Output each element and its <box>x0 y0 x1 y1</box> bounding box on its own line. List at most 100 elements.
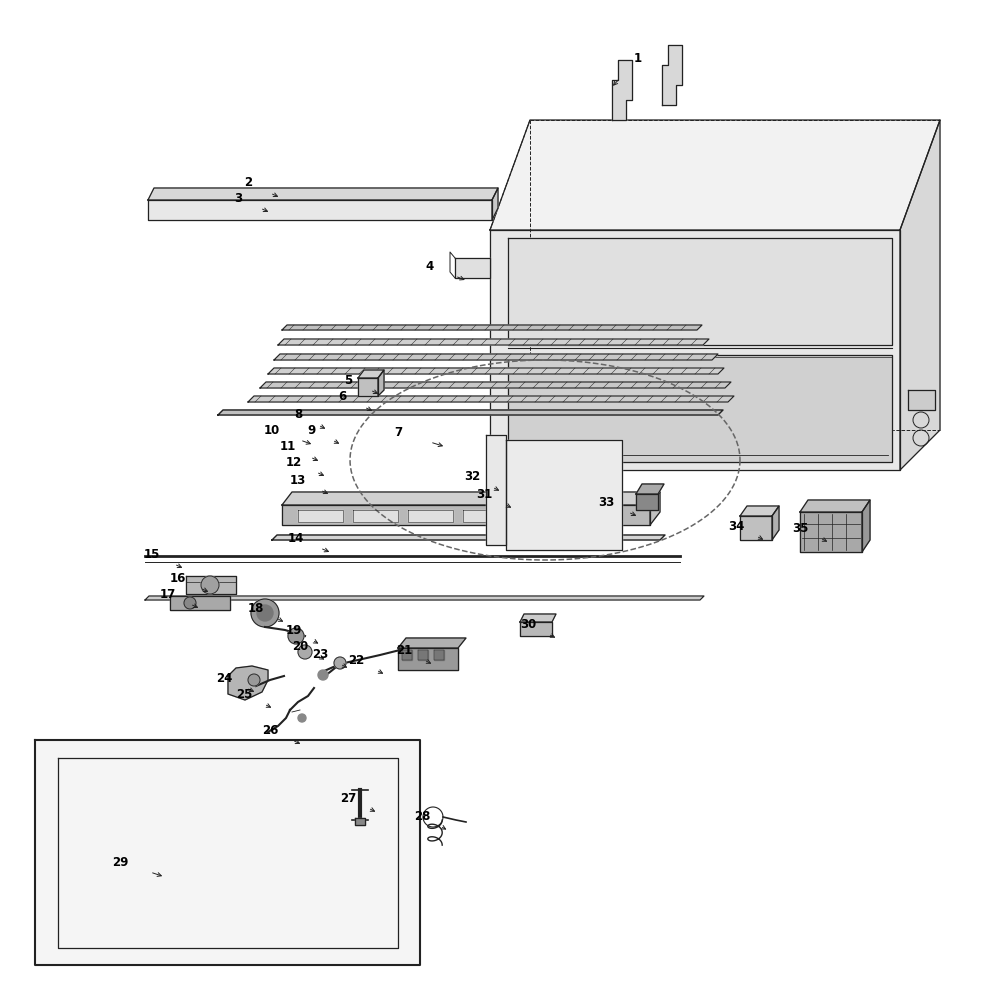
Polygon shape <box>355 818 365 825</box>
Polygon shape <box>402 650 412 660</box>
Polygon shape <box>800 512 862 552</box>
Polygon shape <box>508 238 892 345</box>
Polygon shape <box>636 494 658 510</box>
Polygon shape <box>490 230 900 470</box>
Polygon shape <box>358 378 378 396</box>
Polygon shape <box>650 492 660 525</box>
Text: 11: 11 <box>280 440 296 454</box>
Circle shape <box>334 657 346 669</box>
Text: 20: 20 <box>292 640 308 652</box>
Polygon shape <box>282 325 702 330</box>
Polygon shape <box>145 596 704 600</box>
Polygon shape <box>272 535 665 540</box>
Text: 22: 22 <box>348 654 364 666</box>
Text: 26: 26 <box>262 724 278 736</box>
Text: 4: 4 <box>426 259 434 272</box>
Polygon shape <box>506 440 622 550</box>
Text: 7: 7 <box>394 426 402 438</box>
Polygon shape <box>35 740 420 965</box>
Text: 18: 18 <box>248 601 264 614</box>
Polygon shape <box>298 510 343 522</box>
Circle shape <box>184 597 196 609</box>
Polygon shape <box>398 638 466 648</box>
Polygon shape <box>358 370 384 378</box>
Polygon shape <box>772 506 779 540</box>
Text: 1: 1 <box>634 51 642 64</box>
Text: 34: 34 <box>728 520 744 532</box>
Polygon shape <box>740 506 779 516</box>
Text: 12: 12 <box>286 456 302 468</box>
Circle shape <box>257 605 273 621</box>
Text: 3: 3 <box>234 192 242 205</box>
Text: 10: 10 <box>264 424 280 436</box>
Text: 30: 30 <box>520 617 536 631</box>
Polygon shape <box>434 650 444 660</box>
Text: 19: 19 <box>286 624 302 637</box>
Polygon shape <box>282 505 650 525</box>
Polygon shape <box>520 614 556 622</box>
Polygon shape <box>463 510 508 522</box>
Circle shape <box>248 674 260 686</box>
Polygon shape <box>455 258 490 278</box>
Text: 23: 23 <box>312 648 328 660</box>
Circle shape <box>318 670 328 680</box>
Polygon shape <box>518 510 563 522</box>
Text: 29: 29 <box>112 856 128 868</box>
Text: 28: 28 <box>414 810 430 822</box>
Circle shape <box>298 645 312 659</box>
Polygon shape <box>170 596 230 610</box>
Text: 13: 13 <box>290 474 306 487</box>
Text: 33: 33 <box>598 495 614 508</box>
Polygon shape <box>908 390 935 410</box>
Text: 5: 5 <box>344 373 352 386</box>
Polygon shape <box>520 622 552 636</box>
Polygon shape <box>800 500 870 512</box>
Polygon shape <box>900 120 940 470</box>
Text: 32: 32 <box>464 471 480 484</box>
Polygon shape <box>218 410 723 415</box>
Text: 9: 9 <box>308 424 316 436</box>
Text: 24: 24 <box>216 672 232 684</box>
Circle shape <box>298 714 306 722</box>
Polygon shape <box>862 500 870 552</box>
Polygon shape <box>353 510 398 522</box>
Circle shape <box>201 576 219 594</box>
Polygon shape <box>636 484 664 494</box>
Text: 25: 25 <box>236 688 252 700</box>
Polygon shape <box>573 510 618 522</box>
Text: 27: 27 <box>340 792 356 804</box>
Polygon shape <box>248 396 734 402</box>
Polygon shape <box>508 355 892 462</box>
Polygon shape <box>282 492 660 505</box>
Text: 21: 21 <box>396 644 412 656</box>
Text: 8: 8 <box>294 408 302 422</box>
Circle shape <box>251 599 279 627</box>
Polygon shape <box>274 354 718 360</box>
Polygon shape <box>398 648 458 670</box>
Polygon shape <box>408 510 453 522</box>
Text: 15: 15 <box>144 548 160 560</box>
Polygon shape <box>260 382 731 388</box>
Text: 14: 14 <box>288 532 304 544</box>
Circle shape <box>288 628 304 644</box>
Text: 2: 2 <box>244 176 252 190</box>
Polygon shape <box>148 188 498 200</box>
Polygon shape <box>278 339 709 345</box>
Polygon shape <box>486 435 506 545</box>
Text: 16: 16 <box>170 572 186 584</box>
Polygon shape <box>228 666 268 700</box>
Polygon shape <box>268 368 724 374</box>
Polygon shape <box>612 60 632 120</box>
Polygon shape <box>418 650 428 660</box>
Polygon shape <box>662 45 682 105</box>
Polygon shape <box>148 200 492 220</box>
Polygon shape <box>186 576 236 594</box>
Text: 35: 35 <box>792 522 808 534</box>
Polygon shape <box>740 516 772 540</box>
Text: 6: 6 <box>338 390 346 403</box>
Polygon shape <box>378 370 384 396</box>
Text: 17: 17 <box>160 587 176 600</box>
Text: 31: 31 <box>476 488 492 500</box>
Polygon shape <box>490 120 940 230</box>
Polygon shape <box>492 188 498 220</box>
